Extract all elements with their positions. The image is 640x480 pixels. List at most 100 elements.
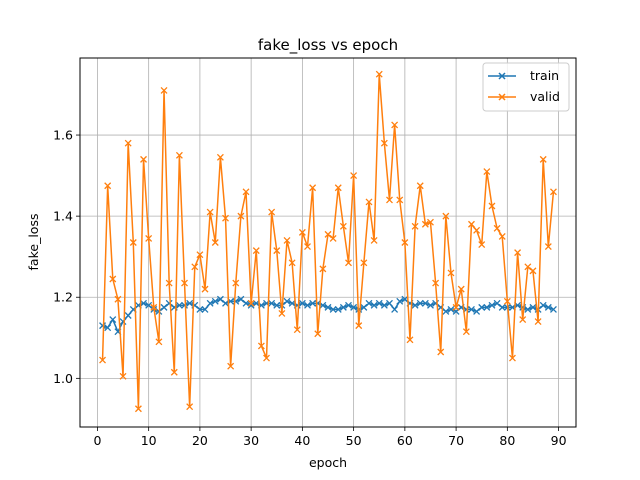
data-point-valid (493, 224, 501, 232)
data-point-train (196, 305, 204, 313)
data-point-valid (406, 336, 414, 344)
data-point-valid (268, 208, 276, 216)
x-tick-label: 70 (448, 433, 464, 448)
x-tick-label: 50 (346, 433, 362, 448)
data-point-train (386, 299, 393, 307)
y-tick-label: 1.4 (53, 209, 73, 224)
data-point-valid (145, 234, 153, 242)
data-point-valid (298, 228, 306, 236)
data-point-valid (293, 326, 301, 334)
data-point-train (109, 316, 117, 324)
data-point-valid (529, 267, 537, 275)
legend-marker-valid (498, 93, 506, 101)
data-point-valid (437, 348, 445, 356)
data-point-valid (288, 259, 296, 267)
data-point-valid (396, 196, 404, 204)
data-point-valid (99, 356, 107, 364)
data-point-train (416, 299, 424, 307)
data-point-train (242, 299, 250, 307)
data-point-valid (488, 202, 496, 210)
data-point-train (247, 301, 255, 309)
data-point-valid (324, 230, 332, 238)
data-point-train (309, 299, 317, 307)
data-point-train (201, 305, 209, 313)
data-point-train (447, 305, 455, 313)
data-point-valid (119, 372, 127, 380)
data-point-valid (186, 403, 194, 411)
data-point-train (544, 303, 552, 311)
data-point-valid (350, 172, 358, 180)
y-axis-label: fake_loss (26, 214, 41, 271)
data-point-train (145, 301, 153, 309)
data-point-train (268, 299, 276, 307)
data-point-valid (375, 70, 383, 78)
legend: train valid (482, 62, 570, 112)
data-point-valid (421, 220, 429, 228)
data-point-valid (201, 285, 209, 293)
data-point-valid (237, 212, 245, 220)
x-tick-label: 80 (499, 433, 515, 448)
data-point-train (539, 301, 547, 309)
data-point-train (473, 307, 481, 315)
data-point-valid (339, 222, 347, 230)
data-point-train (211, 297, 219, 305)
data-point-valid (104, 182, 112, 190)
legend-marker-train (498, 72, 506, 80)
data-point-train (298, 299, 306, 307)
data-point-valid (483, 168, 491, 175)
data-point-valid (309, 184, 317, 192)
grid-lines (80, 58, 576, 427)
data-point-valid (170, 368, 178, 376)
data-point-valid (391, 121, 399, 129)
data-point-valid (134, 405, 142, 413)
data-point-train (524, 305, 532, 313)
data-point-valid (283, 237, 291, 244)
data-point-valid (247, 299, 255, 307)
data-point-train (478, 303, 486, 311)
data-point-train (283, 297, 291, 305)
data-point-valid (498, 232, 506, 240)
plot-frame (79, 57, 577, 428)
data-point-train (216, 295, 224, 303)
data-point-train (442, 307, 450, 315)
x-tick-label: 30 (243, 433, 259, 448)
data-point-valid (314, 330, 322, 338)
data-point-valid (109, 275, 117, 283)
data-point-valid (534, 318, 542, 326)
data-point-valid (175, 151, 183, 159)
legend-label-valid: valid (530, 89, 560, 104)
data-point-train (498, 303, 506, 311)
data-point-train (365, 299, 373, 307)
data-point-valid (191, 263, 199, 271)
data-point-valid (514, 249, 522, 257)
data-point-train (304, 301, 311, 309)
legend-entry-valid: valid (488, 89, 560, 104)
legend-label-train: train (530, 68, 559, 83)
data-point-train (273, 301, 281, 309)
x-tick-label: 90 (551, 433, 567, 448)
data-point-valid (319, 265, 327, 273)
x-tick-label: 10 (141, 433, 157, 448)
data-point-train (237, 295, 245, 303)
data-point-train (339, 303, 347, 311)
data-point-valid (478, 241, 486, 248)
data-point-valid (263, 354, 270, 362)
data-point-train (493, 299, 501, 307)
data-point-valid (386, 196, 393, 204)
data-point-train (396, 297, 404, 305)
data-point-train (288, 299, 296, 307)
data-point-train (324, 303, 332, 311)
data-point-train (370, 301, 378, 309)
data-point-valid (129, 239, 137, 246)
series-valid (99, 70, 557, 413)
data-point-valid (509, 354, 516, 362)
data-point-valid (462, 328, 470, 336)
data-point-train (529, 303, 537, 311)
data-point-valid (355, 322, 363, 330)
data-point-valid (165, 279, 173, 287)
data-point-train (222, 299, 229, 307)
x-axis-ticks: 0 10 20 30 40 50 60 70 80 90 (93, 427, 567, 448)
data-point-valid (370, 237, 378, 244)
data-point-valid (473, 226, 481, 234)
data-point-train (421, 299, 429, 307)
